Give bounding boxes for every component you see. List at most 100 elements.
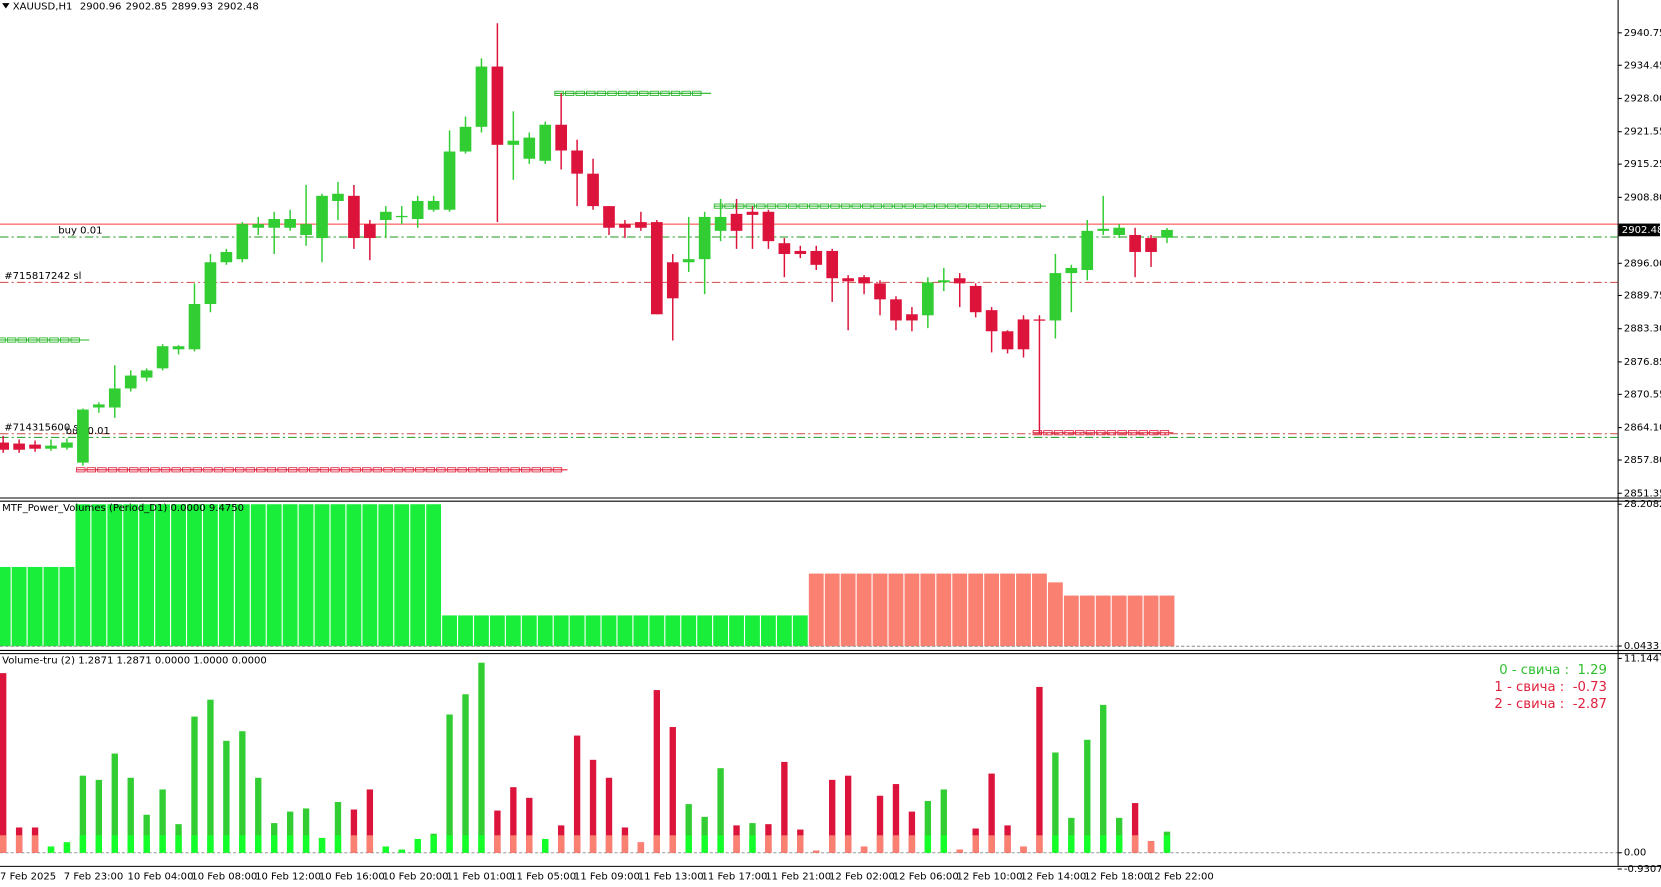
zone-box <box>425 467 436 473</box>
volume-bar <box>494 810 501 853</box>
candle-body <box>635 222 647 228</box>
candle-body <box>172 346 185 350</box>
zone-box <box>340 467 351 473</box>
zone-box <box>38 337 49 343</box>
volume-base <box>191 835 198 853</box>
candle-body <box>13 443 25 450</box>
zone-box <box>968 203 978 209</box>
zone-box <box>309 467 319 473</box>
zone-box <box>893 203 904 209</box>
level-label: #715817242 sl <box>4 271 81 282</box>
candle-body <box>969 285 982 313</box>
histogram-bar <box>250 504 266 647</box>
y-tick-label: 2889.75 <box>1624 290 1661 301</box>
zone-box <box>777 203 787 209</box>
candle-body <box>762 211 775 242</box>
candle-body <box>507 140 520 145</box>
volume-base <box>621 835 629 853</box>
candle-body <box>603 206 615 228</box>
indicator-title: Volume-tru (2) 1.2871 1.2871 0.0000 1.00… <box>2 655 267 666</box>
note-label: 0 - свича : <box>1499 663 1569 678</box>
zone-box <box>851 203 861 209</box>
zone-box <box>76 467 86 473</box>
zone-box <box>1075 430 1085 436</box>
volume-base <box>31 835 39 853</box>
menu-triangle[interactable] <box>2 3 10 9</box>
volume-bar <box>223 740 230 853</box>
zone-box <box>393 467 404 473</box>
x-tick-label: 10 Feb 12:00 <box>255 871 321 882</box>
zone-box <box>499 467 510 473</box>
volume-base <box>1115 835 1123 853</box>
zone-box <box>362 467 372 473</box>
zone-box <box>1010 203 1020 209</box>
volume-bar <box>111 753 118 853</box>
volume-bar <box>334 802 342 853</box>
volume-bar <box>701 816 708 853</box>
volume-bar <box>446 714 453 853</box>
volume-base <box>972 835 979 853</box>
zone-box <box>649 90 660 96</box>
zone-box <box>809 203 819 209</box>
candle-body <box>140 370 153 378</box>
zone-box <box>564 90 575 96</box>
volume-base <box>829 835 836 853</box>
histogram-bar <box>1079 595 1095 647</box>
histogram-bar <box>1032 573 1047 647</box>
zone-box <box>1159 430 1170 436</box>
zone-box <box>404 467 414 473</box>
zone-box <box>287 467 298 473</box>
volume-bar <box>924 800 932 853</box>
zone-box <box>224 467 234 473</box>
zone-box <box>745 203 755 209</box>
candle-note: 2 - свича : -2.87 <box>1494 697 1607 712</box>
y-tick-label: -0.9307 <box>1624 864 1661 875</box>
volume-base <box>1004 835 1011 853</box>
zone-box <box>670 90 681 96</box>
candle-body <box>842 278 854 282</box>
volume-bar <box>159 789 166 853</box>
candle-body <box>124 375 137 389</box>
histogram-bar <box>1063 595 1079 647</box>
candle-body <box>523 137 536 159</box>
volume-base <box>637 842 645 853</box>
y-tick-label: 2864.10 <box>1624 423 1661 434</box>
volume-base <box>414 838 421 853</box>
zone-box <box>1043 430 1053 436</box>
zone-box <box>915 203 925 209</box>
histogram-bar <box>1127 595 1143 647</box>
histogram-bar <box>840 573 856 647</box>
candle-body <box>682 259 695 263</box>
zone-box <box>478 467 488 473</box>
histogram-bar <box>968 573 984 647</box>
volume-bar <box>302 808 310 853</box>
zone-box <box>351 467 361 473</box>
volume-base <box>908 835 916 853</box>
volume-base <box>813 850 820 853</box>
y-tick-label: 2851.35 <box>1624 488 1661 499</box>
histogram-bar <box>155 504 171 647</box>
y-tick-label: 2915.25 <box>1624 159 1661 170</box>
symbol: XAUUSD,H1 <box>13 1 73 12</box>
zone-box <box>819 203 830 209</box>
candle-body <box>0 442 10 450</box>
zone-box <box>489 467 499 473</box>
volume-base <box>159 835 166 853</box>
x-tick-label: 11 Feb 17:00 <box>701 871 767 882</box>
zone-box <box>436 467 446 473</box>
zone-box <box>1085 430 1095 436</box>
zone-box <box>724 203 734 209</box>
x-tick-label: 12 Feb 14:00 <box>1020 871 1086 882</box>
price-tag-label: 2902.48 <box>1622 225 1661 236</box>
candle-body <box>650 222 663 315</box>
zone-box <box>0 337 6 343</box>
candle-body <box>411 200 424 219</box>
note-label: 2 - свича : <box>1494 697 1564 712</box>
candle-body <box>1081 230 1094 270</box>
candle-body <box>1017 319 1030 350</box>
zone-box <box>372 467 383 473</box>
histogram-bar <box>107 504 123 647</box>
volume-base <box>892 835 900 853</box>
volume-base <box>844 835 852 853</box>
histogram-bar <box>298 504 314 647</box>
